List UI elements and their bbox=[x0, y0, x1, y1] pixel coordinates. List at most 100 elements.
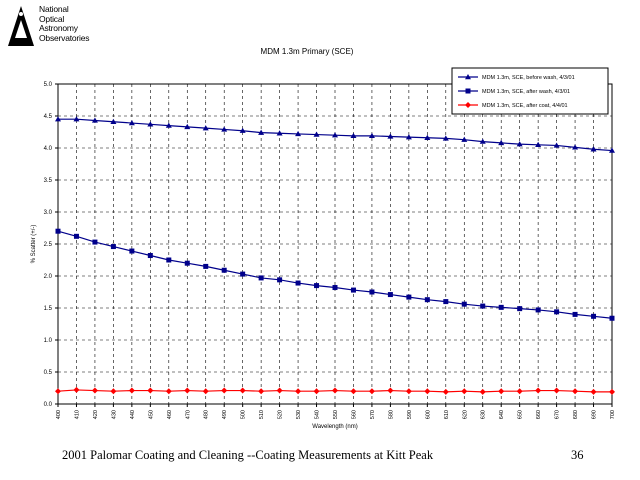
y-tick-label: 1.5 bbox=[44, 306, 53, 312]
data-point bbox=[498, 139, 505, 146]
data-point bbox=[535, 387, 542, 394]
x-tick-label: 470 bbox=[185, 410, 191, 419]
noao-logo-icon bbox=[8, 6, 34, 46]
x-tick-label: 500 bbox=[241, 410, 247, 419]
data-point bbox=[276, 387, 283, 394]
data-point bbox=[479, 388, 486, 395]
data-point bbox=[461, 136, 468, 142]
y-tick-label: 4.5 bbox=[44, 114, 53, 120]
data-point bbox=[535, 141, 542, 147]
data-point bbox=[609, 315, 615, 321]
x-tick-label: 430 bbox=[111, 410, 117, 419]
scatter-chart: MDM 1.3m Primary (SCE) 0.0 0.5 1.0 1.5 2.0 2.… bbox=[31, 47, 616, 430]
data-point bbox=[387, 133, 394, 139]
data-point bbox=[221, 126, 228, 132]
data-point bbox=[55, 116, 61, 122]
series-after-coat bbox=[55, 386, 615, 395]
y-tick-label: 2.0 bbox=[44, 274, 53, 280]
x-tick-label: 650 bbox=[518, 410, 524, 419]
logo-wordmark: National Optical Astronomy Observatories bbox=[39, 4, 90, 43]
y-tick-label: 2.5 bbox=[44, 242, 53, 248]
legend-swatch-marker bbox=[465, 88, 471, 94]
logo-line: Astronomy bbox=[39, 23, 78, 33]
data-point bbox=[387, 387, 394, 394]
data-point bbox=[424, 388, 431, 395]
y-tick-label: 0.0 bbox=[44, 402, 53, 408]
data-point bbox=[91, 117, 98, 123]
x-tick-label: 440 bbox=[130, 410, 136, 419]
legend-entry-label: MDM 1.3m, SCE, after wash, 4/3/01 bbox=[482, 89, 570, 95]
y-tick-label: 3.5 bbox=[44, 178, 53, 184]
data-point bbox=[443, 299, 449, 305]
x-tick-label: 530 bbox=[296, 410, 302, 419]
data-point bbox=[350, 132, 357, 139]
data-point bbox=[110, 388, 117, 395]
data-point bbox=[258, 388, 265, 395]
data-point bbox=[184, 387, 191, 394]
noao-logo: National Optical Astronomy Observatories bbox=[6, 4, 106, 48]
data-point bbox=[91, 387, 98, 394]
data-point bbox=[314, 283, 320, 289]
x-axis: 400 410 420 430 440 450 460 470 480 490 500 510 520 5… bbox=[56, 404, 616, 419]
x-tick-label: 550 bbox=[333, 410, 339, 419]
data-point bbox=[406, 294, 412, 300]
x-tick-label: 450 bbox=[148, 410, 154, 419]
data-point bbox=[55, 388, 61, 395]
data-point bbox=[572, 144, 579, 150]
data-point bbox=[479, 138, 486, 144]
data-point bbox=[239, 387, 246, 394]
data-point bbox=[590, 146, 597, 152]
data-point bbox=[332, 132, 338, 138]
x-tick-label: 570 bbox=[370, 410, 376, 419]
x-tick-label: 690 bbox=[592, 410, 598, 419]
data-point bbox=[258, 275, 264, 281]
data-point bbox=[405, 134, 412, 140]
data-point bbox=[221, 267, 227, 273]
data-point bbox=[295, 130, 302, 137]
x-tick-label: 410 bbox=[74, 410, 80, 419]
data-point bbox=[350, 388, 357, 395]
legend-entry-label: MDM 1.3m, SCE, after coat, 4/4/01 bbox=[482, 103, 568, 109]
data-point bbox=[276, 130, 283, 136]
logo-line: Optical bbox=[39, 13, 65, 24]
chart-legend: MDM 1.3m, SCE, before wash, 4/3/01 MDM 1.… bbox=[451, 67, 609, 115]
data-point bbox=[55, 228, 61, 234]
data-point bbox=[203, 263, 209, 269]
data-point bbox=[350, 287, 356, 293]
x-tick-label: 630 bbox=[481, 410, 487, 419]
data-point bbox=[165, 122, 172, 128]
data-point bbox=[147, 121, 154, 127]
data-point bbox=[368, 132, 375, 139]
data-point bbox=[480, 303, 486, 309]
data-point bbox=[424, 297, 430, 303]
legend-swatch-marker bbox=[465, 74, 471, 80]
y-tick-label: 0.5 bbox=[44, 370, 53, 376]
data-point bbox=[295, 388, 302, 395]
page-number: 36 bbox=[571, 448, 584, 462]
data-point bbox=[554, 309, 560, 315]
x-tick-label: 660 bbox=[536, 410, 542, 419]
data-point bbox=[202, 388, 209, 395]
x-tick-label: 460 bbox=[167, 410, 173, 419]
x-tick-label: 490 bbox=[222, 410, 228, 419]
data-point bbox=[553, 387, 560, 394]
y-tick-label: 4.0 bbox=[44, 146, 53, 152]
y-tick-label: 1.0 bbox=[44, 338, 53, 344]
data-point bbox=[387, 292, 393, 298]
series-layer bbox=[55, 116, 615, 395]
data-point bbox=[128, 120, 135, 126]
data-point bbox=[332, 387, 338, 394]
y-tick-label: 3.0 bbox=[44, 210, 53, 216]
x-tick-label: 670 bbox=[555, 410, 561, 419]
data-point bbox=[184, 260, 190, 266]
data-point bbox=[221, 387, 228, 394]
data-point bbox=[165, 388, 172, 395]
x-tick-label: 580 bbox=[388, 410, 394, 419]
data-point bbox=[572, 311, 578, 317]
data-point bbox=[73, 386, 80, 393]
logo-line: National bbox=[39, 4, 69, 14]
y-axis-label: % Scatter (+/-) bbox=[31, 225, 37, 264]
slide-caption: 2001 Palomar Coating and Cleaning --Coat… bbox=[62, 448, 434, 462]
x-tick-label: 610 bbox=[444, 410, 450, 419]
x-tick-label: 540 bbox=[315, 410, 321, 419]
